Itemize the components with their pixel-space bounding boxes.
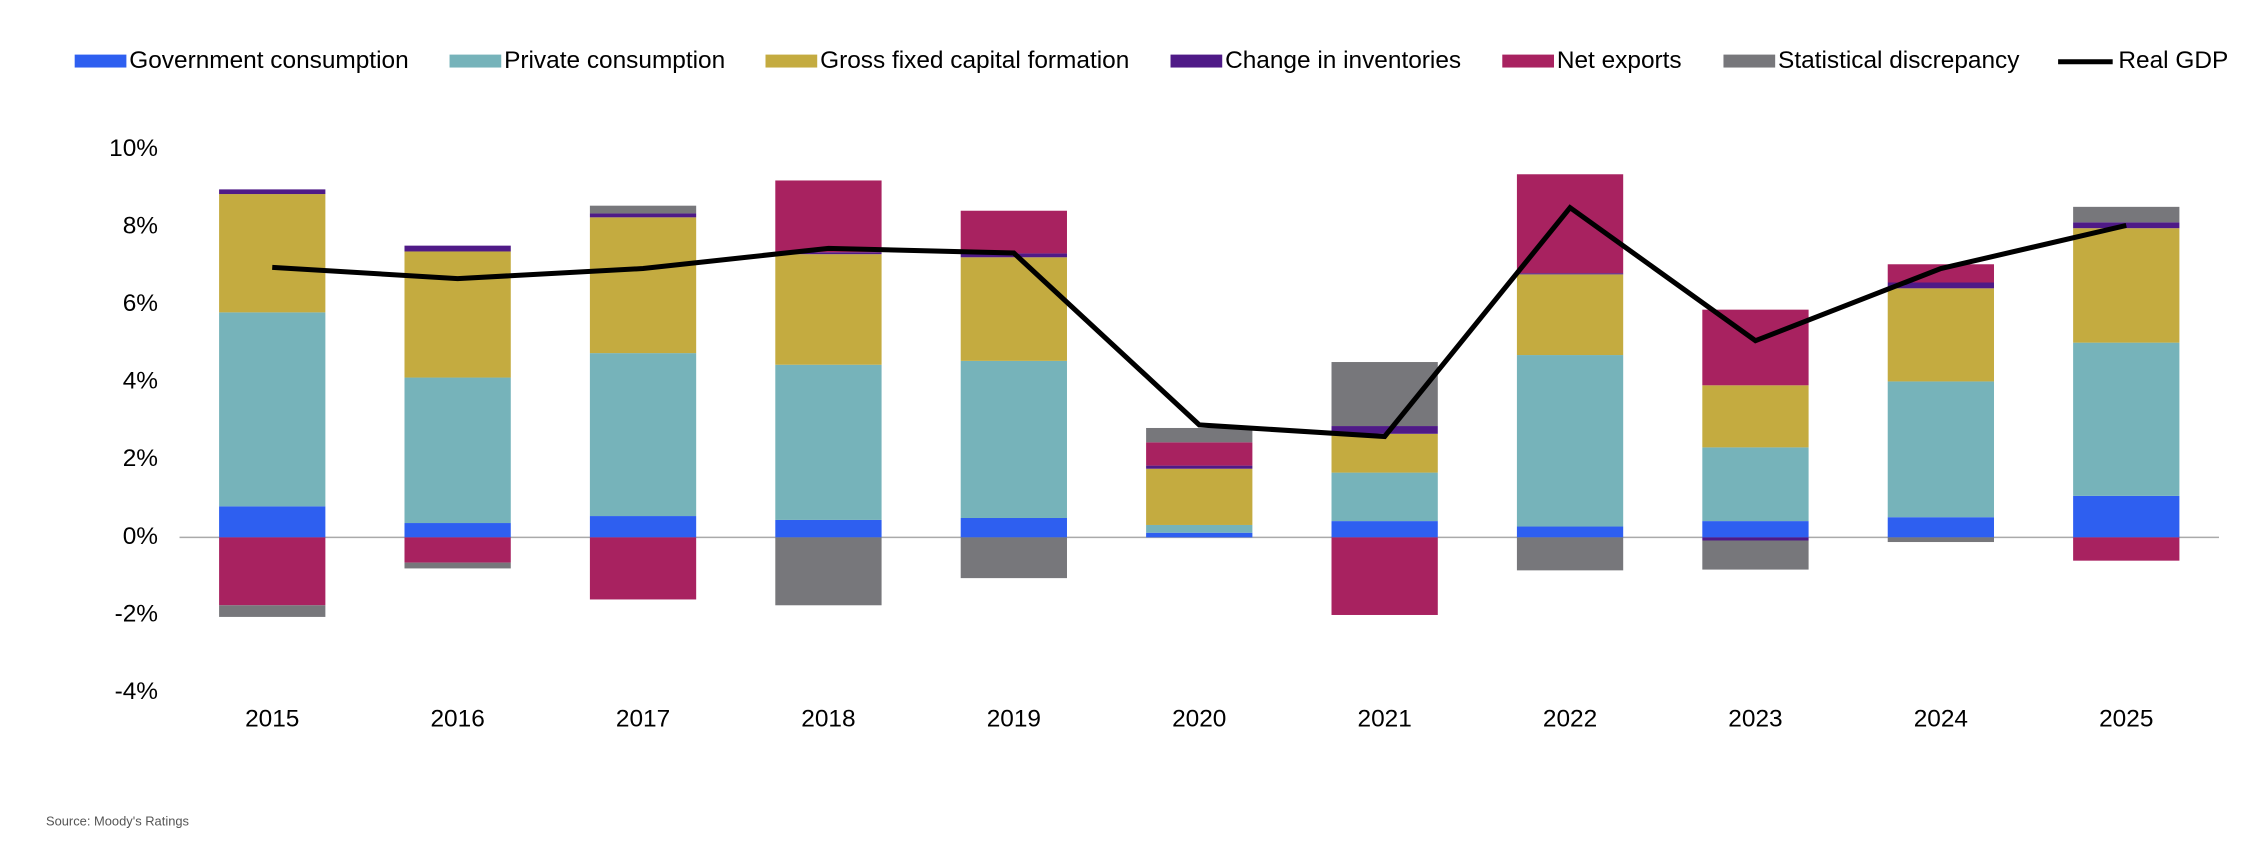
x-tick-label: 2015: [245, 705, 299, 732]
x-tick-label: 2017: [616, 705, 670, 732]
bar-segment: [2073, 228, 2180, 343]
bar-segment: [1331, 521, 1438, 538]
y-tick-label: 4%: [123, 368, 158, 395]
bar-segment: [775, 519, 882, 538]
bar-segment: [404, 562, 511, 569]
bar-segment: [1146, 524, 1253, 533]
x-tick-label: 2016: [430, 705, 484, 732]
bar-segment: [2073, 342, 2180, 496]
bar-segment: [589, 537, 697, 600]
bar-segment: [1516, 526, 1624, 538]
bar-segment: [1331, 472, 1438, 522]
bar-segment: [1887, 288, 1995, 382]
legend-label: Private consumption: [504, 47, 725, 74]
x-tick-label: 2023: [1728, 705, 1782, 732]
x-tick-label: 2025: [2099, 705, 2153, 732]
bar-segment: [775, 254, 882, 365]
bar-segment: [960, 517, 1067, 538]
bar-segment: [404, 245, 511, 252]
legend-label: Net exports: [1557, 47, 1682, 74]
bar-segment: [1146, 532, 1253, 538]
bar-segment: [960, 257, 1067, 361]
bar-segment: [589, 205, 697, 214]
legend-label: Gross fixed capital formation: [820, 47, 1129, 74]
bar-segment: [775, 252, 882, 255]
bar-segment: [589, 353, 697, 517]
bar-segment: [1702, 447, 1809, 522]
bar-segment: [589, 217, 697, 354]
bar-segment: [2073, 495, 2180, 538]
x-tick-label: 2019: [987, 705, 1041, 732]
bar-segment: [2073, 537, 2180, 561]
bar-segment: [1887, 537, 1995, 543]
legend-label: Government consumption: [129, 47, 408, 74]
y-tick-label: 2%: [123, 445, 158, 472]
bar-segment: [589, 213, 697, 218]
y-tick-label: 10%: [109, 135, 158, 162]
bar-segment: [1887, 381, 1995, 518]
legend-swatch: [1502, 54, 1554, 68]
bar-segment: [1702, 309, 1809, 386]
bar-segment: [589, 516, 697, 538]
bar-segment: [1516, 174, 1624, 274]
y-tick-label: 0%: [123, 523, 158, 550]
x-tick-label: 2021: [1358, 705, 1412, 732]
legend-label: Change in inventories: [1225, 47, 1461, 74]
x-tick-label: 2018: [801, 705, 855, 732]
y-tick-label: -2%: [115, 600, 158, 627]
bar-segment: [1702, 385, 1809, 448]
bar-segment: [1516, 274, 1624, 356]
bar-segment: [960, 537, 1067, 579]
bar-segment: [1702, 521, 1809, 538]
bar-segment: [219, 194, 326, 313]
bar-segment: [1516, 537, 1624, 571]
bar-segment: [404, 523, 511, 538]
bar-segment: [2073, 222, 2180, 229]
bar-segment: [1331, 426, 1438, 434]
bar-segment: [1516, 273, 1624, 275]
bar-segment: [1331, 537, 1438, 615]
bar-segment: [775, 180, 882, 253]
y-tick-label: -4%: [115, 678, 158, 705]
bar-segment: [2073, 206, 2180, 223]
source-note: Source: Moody's Ratings: [46, 813, 189, 828]
legend-swatch: [1170, 54, 1223, 68]
bar-segment: [1887, 517, 1995, 538]
bar-segment: [1516, 355, 1624, 527]
bar-segment: [775, 364, 882, 520]
bar-segment: [960, 360, 1067, 518]
bar-segment: [1331, 433, 1438, 473]
bar-segment: [1887, 282, 1995, 289]
legend-swatch: [74, 54, 127, 68]
bar-segment: [1146, 468, 1253, 525]
y-tick-label: 8%: [123, 212, 158, 239]
legend-swatch: [449, 54, 502, 68]
bar-segment: [404, 251, 511, 378]
bar-segment: [1146, 442, 1253, 466]
legend-label: Statistical discrepancy: [1778, 47, 2020, 74]
x-tick-label: 2024: [1914, 705, 1968, 732]
bar-segment: [219, 312, 326, 507]
legend-swatch: [1723, 54, 1776, 68]
legend-label: Real GDP: [2118, 47, 2228, 74]
bar-segment: [404, 537, 511, 563]
bar-segment: [1146, 427, 1253, 443]
bar-segment: [219, 537, 326, 606]
bar-segment: [1702, 537, 1809, 541]
x-tick-label: 2020: [1172, 705, 1226, 732]
line-series: [272, 204, 2127, 440]
bar-segment: [219, 605, 326, 617]
bar-segment: [404, 377, 511, 524]
x-tick-label: 2022: [1543, 705, 1597, 732]
bar-segment: [219, 189, 326, 195]
legend-swatch: [765, 54, 818, 68]
bar-segment: [219, 506, 326, 538]
bar-segment: [960, 210, 1067, 254]
bar-segment: [1146, 465, 1253, 469]
bar-segment: [1702, 540, 1809, 570]
y-tick-label: 6%: [123, 290, 158, 317]
bar-segment: [775, 537, 882, 606]
